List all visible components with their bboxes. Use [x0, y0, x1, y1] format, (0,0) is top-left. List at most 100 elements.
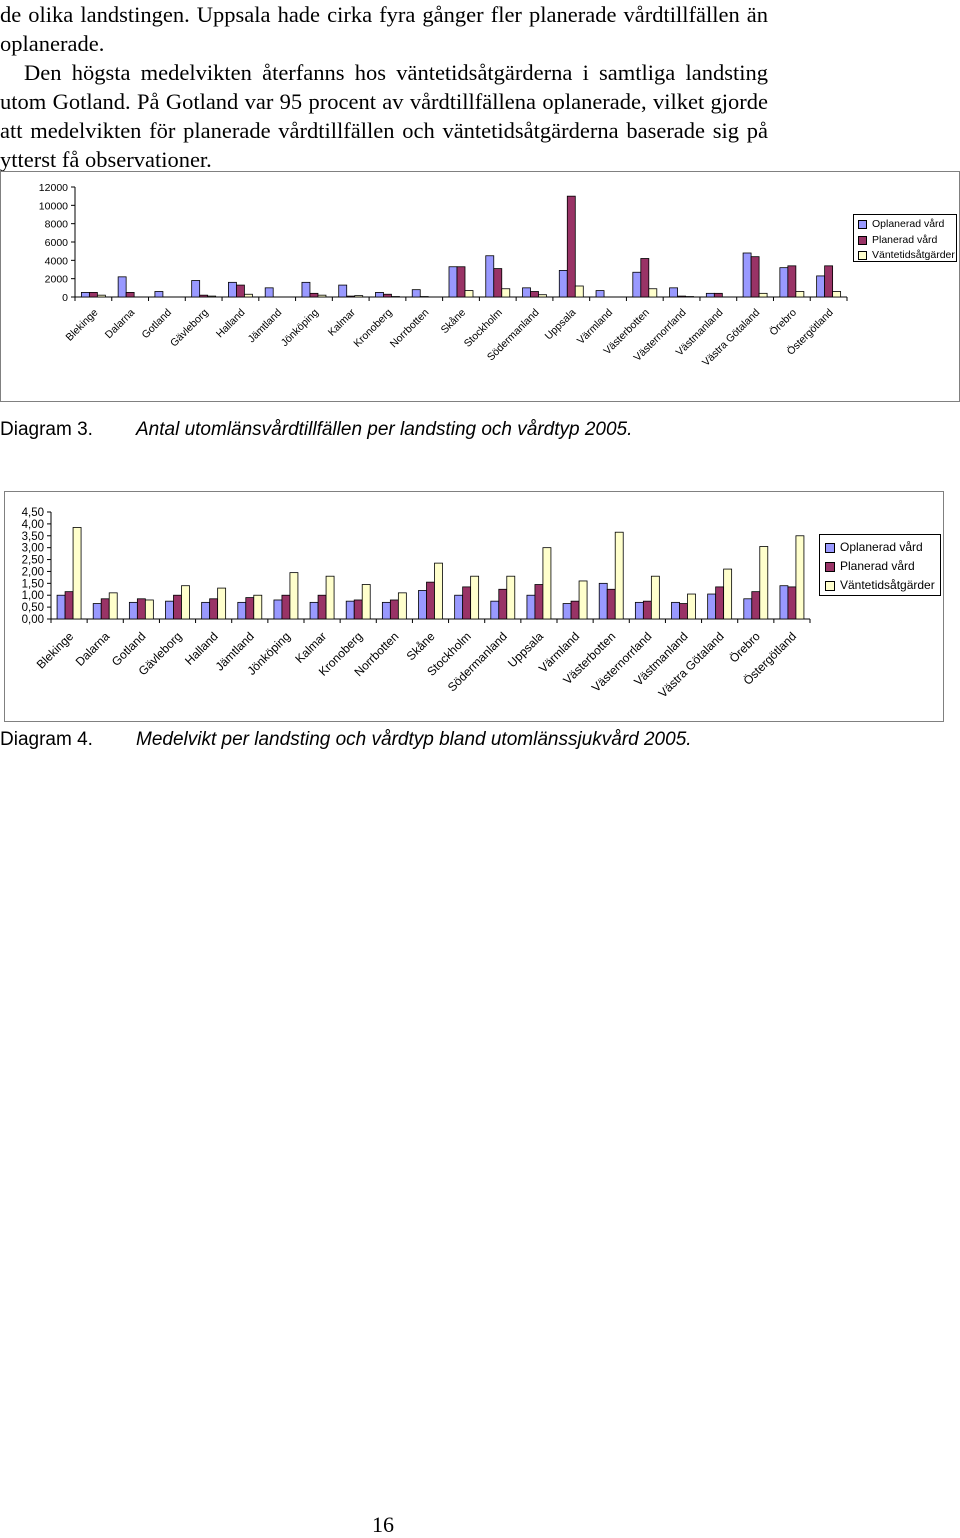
c3-bar-s0-2 [155, 292, 163, 298]
c4-bar-s1-16 [643, 601, 651, 619]
c4-category-label: Dalarna [73, 629, 113, 669]
c3-bar-s2-0 [97, 295, 105, 297]
c3-bar-s2-10 [465, 291, 473, 297]
c3-bar-s2-15 [649, 289, 657, 297]
legend-label-planerad: Planerad vård [872, 233, 937, 249]
page-number: 16 [372, 1512, 394, 1538]
c3-bar-s1-17 [714, 293, 722, 297]
c3-category-label: Dalarna [103, 307, 138, 342]
c4-bar-s2-5 [254, 595, 262, 619]
c3-bar-s2-4 [244, 294, 252, 297]
caption-3-text: Antal utomlänsvårdtillfällen per landsti… [136, 419, 632, 440]
c4-bar-s2-7 [326, 576, 334, 619]
legend4-swatch-planerad [825, 562, 835, 572]
chart-4-svg: 0,000,501,001,502,002,503,003,504,004,50… [5, 492, 943, 721]
c3-bar-s1-7 [347, 296, 355, 297]
c3-bar-s0-17 [706, 293, 714, 297]
c4-ytick-label: 1,00 [22, 590, 44, 602]
c4-bar-s2-4 [218, 588, 226, 619]
c4-bar-s2-10 [435, 563, 443, 619]
c4-bar-s2-18 [724, 569, 732, 619]
c4-bar-s1-6 [282, 595, 290, 619]
c3-bar-s0-12 [523, 288, 531, 297]
c4-bar-s2-11 [471, 576, 479, 619]
c3-bar-s1-19 [788, 266, 796, 297]
c3-ytick-label: 6000 [45, 237, 69, 249]
c4-bar-s0-1 [93, 604, 101, 619]
c4-bar-s0-5 [238, 602, 246, 619]
c4-bar-s2-15 [615, 532, 623, 619]
c3-bar-s1-1 [126, 292, 134, 297]
c3-category-label: Gävleborg [168, 307, 211, 350]
c4-category-label: Västra Götaland [656, 629, 727, 700]
c4-ytick-label: 4,50 [22, 507, 44, 519]
c4-bar-s1-0 [65, 592, 73, 619]
c3-bar-s0-18 [743, 253, 751, 297]
c4-bar-s2-19 [760, 546, 768, 619]
legend-diagram-3: Oplanerad vård Planerad vård Väntetidsåt… [853, 214, 957, 262]
c4-bar-s1-17 [680, 604, 688, 619]
c4-bar-s0-13 [527, 595, 535, 619]
c3-bar-s1-20 [825, 266, 833, 297]
text-paragraph-2: Den högsta medelvikten återfanns hos vän… [0, 58, 768, 174]
c4-bar-s0-12 [491, 601, 499, 619]
legend-item-planerad: Planerad vård [858, 233, 956, 249]
c4-bar-s2-8 [362, 585, 370, 619]
c4-bar-s2-3 [182, 586, 190, 619]
c4-bar-s2-16 [651, 576, 659, 619]
c3-bar-s2-19 [796, 292, 804, 298]
c3-category-label: Blekinge [64, 307, 101, 344]
c4-bar-s1-4 [210, 599, 218, 619]
c3-bar-s0-10 [449, 267, 457, 297]
legend4-swatch-oplanerad [825, 543, 835, 553]
c4-bar-s0-15 [599, 583, 607, 619]
c4-bar-s0-4 [202, 602, 210, 619]
c4-bar-s0-9 [382, 602, 390, 619]
legend4-label-oplanerad: Oplanerad vård [840, 538, 923, 557]
c3-bar-s2-3 [208, 296, 216, 297]
c3-bar-s1-3 [200, 295, 208, 297]
c3-bar-s2-18 [759, 293, 767, 297]
c4-bar-s1-2 [137, 599, 145, 619]
c3-bar-s0-15 [633, 272, 641, 297]
caption-4-number: Diagram 4. [0, 729, 136, 751]
c3-bar-s0-4 [228, 282, 236, 297]
c3-bar-s0-1 [118, 277, 126, 297]
c3-bar-s1-12 [531, 292, 539, 298]
c3-category-label: Gotland [140, 307, 175, 342]
c3-bar-s0-16 [670, 288, 678, 297]
c4-bar-s0-0 [57, 595, 65, 619]
c4-bar-s0-3 [166, 601, 174, 619]
c4-bar-s2-6 [290, 573, 298, 619]
legend-swatch-oplanerad [858, 220, 867, 229]
text-line-1: de olika landstingen. Uppsala hade cirka… [0, 0, 768, 58]
c4-bar-s0-2 [129, 602, 137, 619]
c4-bar-s0-6 [274, 600, 282, 619]
c4-ytick-label: 4,00 [22, 519, 44, 531]
legend-item-vantetid: Väntetidsåtgärder [858, 248, 956, 264]
c4-bar-s1-13 [535, 585, 543, 619]
c3-bar-s1-0 [89, 292, 97, 297]
c3-bar-s2-12 [539, 295, 547, 297]
c4-bar-s2-12 [507, 576, 515, 619]
c4-bar-s2-2 [145, 600, 153, 619]
legend-swatch-planerad [858, 236, 867, 245]
c4-bar-s2-20 [796, 536, 804, 619]
c4-ytick-label: 2,50 [22, 555, 44, 567]
c4-bar-s1-11 [463, 587, 471, 619]
c3-bar-s0-13 [559, 270, 567, 297]
c3-ytick-label: 2000 [45, 274, 69, 286]
caption-3-number: Diagram 3. [0, 419, 136, 441]
c3-bar-s0-11 [486, 256, 494, 297]
legend4-swatch-vantetid [825, 581, 835, 591]
legend-swatch-vantetid [858, 251, 867, 260]
c3-bar-s1-10 [457, 267, 465, 297]
c3-category-label: Örebro [767, 307, 799, 339]
c4-bar-s2-0 [73, 527, 81, 619]
c4-bar-s1-5 [246, 598, 254, 619]
c3-category-label: Uppsala [543, 307, 579, 343]
caption-diagram-4: Diagram 4.Medelvikt per landsting och vå… [0, 729, 692, 751]
